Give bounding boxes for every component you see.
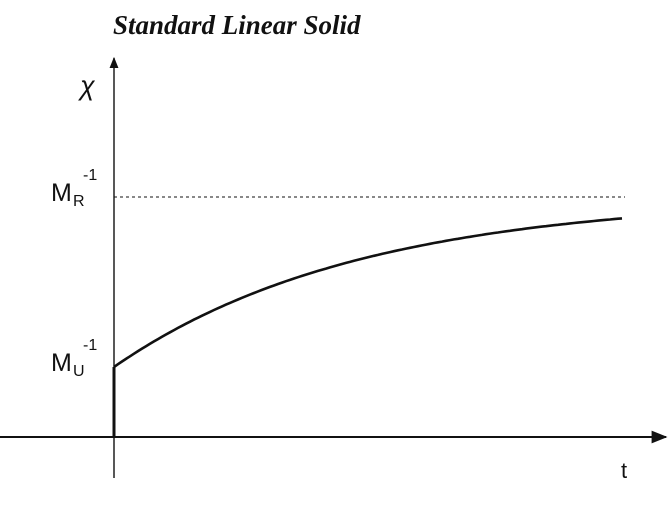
relaxed-label-base: M xyxy=(51,179,72,207)
relaxed-compliance-label: M R -1 xyxy=(51,167,97,210)
unrelaxed-label-sup: -1 xyxy=(83,337,97,354)
relaxed-label-sup: -1 xyxy=(83,167,97,184)
x-axis-label: t xyxy=(621,458,627,483)
unrelaxed-label-base: M xyxy=(51,349,72,377)
y-axis-label: χ xyxy=(78,71,96,101)
unrelaxed-compliance-label: M U -1 xyxy=(51,337,97,380)
unrelaxed-label-sub: U xyxy=(73,363,85,380)
relaxed-label-sub: R xyxy=(73,193,85,210)
creep-curve xyxy=(113,217,623,369)
diagram-title: Standard Linear Solid xyxy=(113,10,361,40)
